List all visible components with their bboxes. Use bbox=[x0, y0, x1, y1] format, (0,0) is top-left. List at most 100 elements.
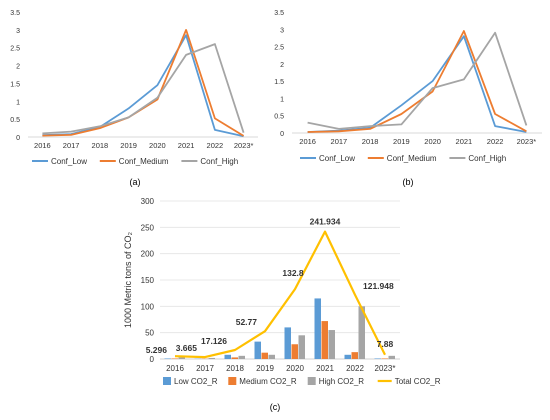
x-tick-label: 2020 bbox=[424, 137, 441, 146]
x-tick-label: 2019 bbox=[120, 141, 137, 150]
series-line-conf-high bbox=[307, 31, 528, 130]
panel-label: (c) bbox=[270, 402, 281, 412]
y-tick-label: 1.5 bbox=[10, 81, 20, 88]
series-line-conf-high bbox=[42, 43, 245, 135]
x-tick-label: 2023* bbox=[375, 364, 396, 373]
series-line-conf-medium bbox=[42, 28, 245, 137]
y-tick-label: 3.5 bbox=[274, 10, 284, 17]
x-tick-label: 2017 bbox=[63, 141, 80, 150]
data-label: 3.665 bbox=[176, 343, 198, 353]
data-label: 17.126 bbox=[201, 336, 227, 346]
y-tick-label: 1 bbox=[280, 96, 284, 103]
y-tick-label: 2.5 bbox=[274, 45, 284, 52]
y-tick-label: 300 bbox=[141, 197, 155, 206]
chart-panel-a: 0 0.5 1 1.5 2 2.5 3 3.5 2016 2017 2018 2019 2020 2021… bbox=[10, 10, 258, 187]
bar-low-co2-r bbox=[284, 327, 291, 359]
legend-label-conf-medium: Conf_Medium bbox=[119, 157, 169, 166]
x-tick-label: 2016 bbox=[166, 364, 184, 373]
y-tick-label: 0.5 bbox=[274, 114, 284, 121]
chart-panel-b: 0 0.5 1 1.5 2 2.5 3 3.5 2016 2017 2018 2019 2020 2021… bbox=[274, 10, 542, 187]
bar-medium-co2-r bbox=[381, 358, 388, 359]
y-tick-label: 3 bbox=[280, 27, 284, 34]
data-label: 241.934 bbox=[310, 217, 341, 227]
bar-high-co2-r bbox=[298, 335, 305, 359]
data-label: 132.8 bbox=[282, 268, 304, 278]
x-tick-label: 2019 bbox=[256, 364, 274, 373]
y-tick-label: 0.5 bbox=[10, 117, 20, 124]
x-tick-label: 2016 bbox=[34, 141, 51, 150]
y-tick-label: 150 bbox=[141, 276, 155, 285]
x-tick-label: 2021 bbox=[178, 141, 195, 150]
y-tick-label: 3.5 bbox=[10, 10, 20, 17]
x-tick-label: 2020 bbox=[286, 364, 304, 373]
legend-label-conf-medium: Conf_Medium bbox=[387, 154, 437, 163]
x-tick-label: 2023* bbox=[234, 141, 254, 150]
bar-high-co2-r bbox=[178, 357, 185, 359]
y-tick-label: 1.5 bbox=[274, 79, 284, 86]
bar-high-co2-r bbox=[328, 330, 335, 359]
legend-label-conf-high: Conf_High bbox=[200, 157, 238, 166]
legend-swatch-low-co2-r bbox=[163, 377, 171, 385]
bar-medium-co2-r bbox=[291, 344, 298, 359]
y-tick-label: 50 bbox=[145, 329, 154, 338]
x-tick-label: 2020 bbox=[149, 141, 166, 150]
bar-high-co2-r bbox=[268, 354, 275, 359]
x-tick-label: 2018 bbox=[92, 141, 109, 150]
y-tick-label: 2.5 bbox=[10, 46, 20, 53]
data-label: 5.296 bbox=[146, 345, 168, 355]
y-axis-title: 1000 Metric tons of CO₂ bbox=[123, 231, 133, 328]
y-tick-label: 2 bbox=[280, 62, 284, 69]
bar-low-co2-r bbox=[374, 358, 381, 359]
legend-swatch-high-co2-r bbox=[307, 377, 316, 385]
panel-label: (a) bbox=[130, 177, 141, 187]
legend-label-total-co2-r: Total CO2_R bbox=[395, 377, 441, 386]
bar-low-co2-r bbox=[314, 298, 321, 359]
bar-high-co2-r bbox=[358, 306, 365, 359]
series-line-conf-low bbox=[42, 34, 244, 138]
x-tick-label: 2019 bbox=[393, 137, 410, 146]
legend-swatch-medium-co2-r bbox=[228, 377, 237, 385]
x-tick-label: 2018 bbox=[362, 137, 379, 146]
bar-low-co2-r bbox=[224, 354, 231, 359]
legend-label-conf-high: Conf_High bbox=[468, 154, 506, 163]
y-tick-label: 250 bbox=[141, 223, 155, 232]
legend-label-high-co2-r: High CO2_R bbox=[319, 377, 365, 386]
x-tick-label: 2016 bbox=[299, 137, 316, 146]
y-tick-label: 100 bbox=[141, 302, 155, 311]
legend-label-low-co2-r: Low CO2_R bbox=[174, 377, 218, 386]
series-line-conf-low bbox=[307, 35, 527, 133]
bar-low-co2-r bbox=[344, 354, 351, 359]
y-tick-label: 0 bbox=[150, 355, 155, 364]
x-tick-label: 2018 bbox=[226, 364, 244, 373]
y-tick-label: 0 bbox=[280, 131, 284, 138]
bar-high-co2-r bbox=[238, 355, 245, 359]
x-tick-label: 2022 bbox=[487, 137, 504, 146]
bar-medium-co2-r bbox=[321, 321, 328, 359]
data-label: 52.77 bbox=[236, 317, 258, 327]
data-label: 7.88 bbox=[377, 339, 394, 349]
y-tick-label: 3 bbox=[16, 28, 20, 35]
panel-label: (b) bbox=[403, 177, 414, 187]
legend-label-medium-co2-r: Medium CO2_R bbox=[239, 377, 297, 386]
chart-panel-c: 0 50 100 150 200 250 300 2016 2017 2018 2019 2020 20… bbox=[123, 197, 441, 412]
y-tick-label: 0 bbox=[16, 135, 20, 142]
x-tick-label: 2022 bbox=[346, 364, 364, 373]
bar-medium-co2-r bbox=[261, 352, 268, 359]
x-tick-label: 2023* bbox=[517, 137, 537, 146]
bar-medium-co2-r bbox=[171, 358, 178, 359]
data-label: 121.948 bbox=[363, 281, 394, 291]
bar-low-co2-r bbox=[254, 341, 261, 359]
bar-medium-co2-r bbox=[231, 357, 238, 359]
x-tick-label: 2021 bbox=[316, 364, 334, 373]
legend-label-conf-low: Conf_Low bbox=[51, 157, 87, 166]
series-line-total-co2-r bbox=[174, 230, 386, 359]
y-tick-label: 2 bbox=[16, 64, 20, 71]
bar-high-co2-r bbox=[388, 355, 395, 359]
y-tick-label: 200 bbox=[141, 250, 155, 259]
x-tick-label: 2017 bbox=[196, 364, 214, 373]
series-line-conf-medium bbox=[307, 30, 527, 133]
y-tick-label: 1 bbox=[16, 99, 20, 106]
x-tick-label: 2021 bbox=[456, 137, 473, 146]
bar-low-co2-r bbox=[164, 358, 171, 359]
